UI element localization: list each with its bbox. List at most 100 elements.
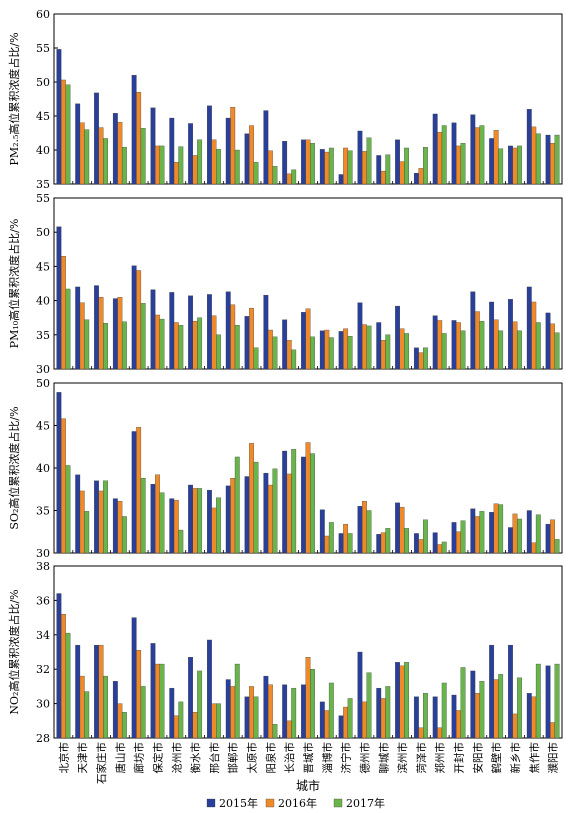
bar-2015年-沧州市: [169, 117, 175, 185]
bar-2016年-开封市: [456, 531, 461, 554]
x-tick-label: 滨州市: [396, 742, 409, 774]
bar-2017年-邢台市: [216, 149, 221, 185]
bar-2017年-焦作市: [535, 133, 541, 185]
bar-2017年-滨州市: [404, 147, 409, 185]
y-tick-label: 55: [36, 42, 50, 55]
bar-2015年-焦作市: [526, 693, 532, 739]
bar-2015年-长治市: [282, 684, 288, 739]
bar-2016年-廊坊市: [136, 427, 142, 554]
bar-2016年-石家庄市: [98, 490, 104, 554]
bar-2017年-安阳市: [479, 511, 485, 554]
bar-2017年-滨州市: [404, 662, 409, 739]
bar-2015年-邯郸市: [225, 485, 231, 554]
bar-2016年-安阳市: [474, 311, 480, 370]
bar-2016年-郑州市: [437, 320, 443, 370]
bar-2016年-廊坊市: [136, 92, 142, 185]
bar-2016年-新乡市: [512, 513, 518, 554]
bar-2016年-聊城市: [380, 340, 386, 370]
bar-2016年-郑州市: [437, 544, 443, 554]
chart-panel-4: 28 30 32 34 36 38 NO₂高位累积浓度占比/%: [7, 560, 563, 745]
bar-2016年-邯郸市: [230, 478, 236, 554]
bar-2017年-新乡市: [517, 145, 522, 185]
y-tick-label: 45: [36, 110, 50, 123]
bar-2016年-济宁市: [343, 523, 349, 554]
bar-2016年-天津市: [79, 122, 85, 185]
bar-2017年-石家庄市: [103, 138, 108, 185]
bar-2016年-濮阳市: [550, 323, 556, 370]
bar-2017年-德州市: [366, 137, 372, 185]
bar-2015年-廊坊市: [131, 75, 137, 185]
y-tick-label: 50: [36, 377, 50, 390]
bar-2016年-太原市: [249, 307, 254, 370]
bar-2015年-晋城市: [301, 456, 306, 554]
x-tick-label: 聊城市: [377, 742, 390, 774]
y-tick-label: 36: [36, 594, 50, 607]
bar-2017年-石家庄市: [103, 323, 108, 370]
bar-2016年-保定市: [155, 663, 160, 739]
bar-2015年-菏泽市: [413, 347, 419, 370]
bar-2016年-鹤壁市: [493, 319, 499, 370]
bar-2015年-济宁市: [338, 533, 344, 554]
bar-2016年-廊坊市: [136, 270, 142, 370]
bar-2017年-天津市: [84, 511, 90, 554]
bar-2017年-长治市: [291, 687, 297, 739]
legend-swatch: [333, 798, 343, 808]
y-tick-label: 60: [36, 8, 50, 21]
bar-2017年-北京市: [65, 632, 71, 739]
bar-2017年-长治市: [291, 169, 297, 185]
bar-2016年-郑州市: [437, 727, 443, 739]
bar-2016年-开封市: [456, 710, 461, 739]
bar-2015年-鹤壁市: [489, 644, 495, 739]
bar-2016年-长治市: [286, 473, 292, 554]
bar-2017年-保定市: [159, 663, 165, 739]
bar-2015年-郑州市: [432, 113, 438, 185]
bar-2016年-聊城市: [380, 170, 386, 185]
bar-2015年-新乡市: [508, 145, 513, 185]
bar-2017年-菏泽市: [422, 347, 428, 370]
bar-2015年-德州市: [357, 302, 363, 370]
bar-2016年-太原市: [249, 125, 254, 185]
bar-2016年-开封市: [456, 145, 461, 185]
bar-2015年-滨州市: [395, 305, 400, 370]
y-tick-label: 40: [36, 144, 50, 157]
bar-2016年-滨州市: [399, 665, 405, 739]
bar-2017年-保定市: [159, 492, 165, 554]
bar-2017年-郑州市: [441, 541, 447, 554]
bar-2016年-鹤壁市: [493, 679, 499, 739]
y-tick-label: 38: [36, 560, 50, 573]
legend-swatch: [265, 798, 275, 808]
bar-2016年-郑州市: [437, 132, 443, 185]
bar-2015年-淄博市: [319, 330, 325, 370]
bar-2015年-唐山市: [112, 113, 118, 185]
legend-label: 2015年: [219, 796, 258, 810]
bar-2016年-濮阳市: [550, 519, 556, 554]
bar-2016年-滨州市: [399, 161, 405, 185]
bar-2017年-淄博市: [328, 147, 334, 185]
bar-2017年-淄博市: [328, 337, 334, 370]
bar-2016年-新乡市: [512, 321, 518, 370]
bar-2016年-北京市: [61, 255, 66, 370]
bar-2017年-晋城市: [310, 143, 315, 185]
bar-2016年-保定市: [155, 314, 160, 370]
bar-2016年-廊坊市: [136, 650, 142, 739]
bar-2015年-长治市: [282, 319, 288, 370]
bar-2015年-太原市: [244, 316, 250, 370]
bar-2016年-开封市: [456, 322, 461, 370]
bar-2017年-郑州市: [441, 125, 447, 185]
legend: 2015年 2016年 2017年: [206, 796, 385, 810]
bar-2016年-淄博市: [324, 329, 330, 370]
bar-2017年-新乡市: [517, 677, 522, 739]
bar-2016年-保定市: [155, 474, 160, 554]
bar-2016年-邢台市: [211, 703, 217, 739]
bar-2016年-唐山市: [117, 703, 123, 739]
bar-2017年-沧州市: [178, 701, 184, 739]
y-axis-label: NO₂高位累积浓度占比/%: [7, 589, 21, 714]
y-tick-label: 28: [36, 732, 50, 745]
bar-2016年-天津市: [79, 302, 85, 370]
bar-2017年-菏泽市: [422, 693, 428, 739]
bar-2017年-保定市: [159, 145, 165, 185]
bar-2016年-新乡市: [512, 713, 518, 739]
bar-2017年-北京市: [65, 465, 71, 554]
y-tick-label: 45: [36, 260, 50, 273]
bar-2015年-邢台市: [206, 639, 212, 739]
